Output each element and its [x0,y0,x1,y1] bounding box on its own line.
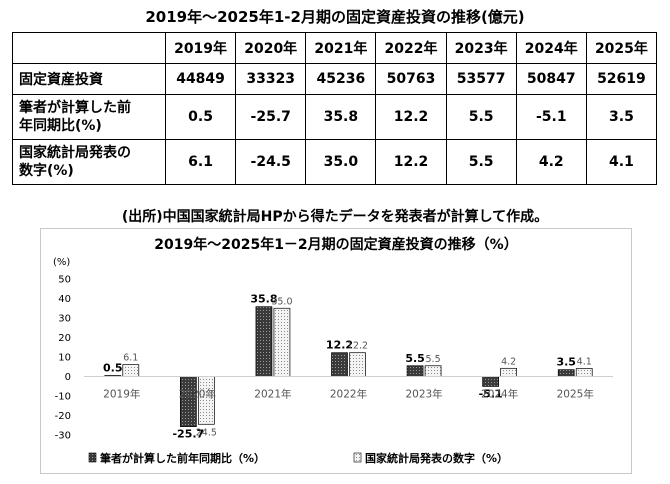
y-tick-label: -30 [55,431,71,442]
bar-author-yoy [557,369,575,377]
legend-label-nbs: 国家統計局発表の数字（%） [365,451,508,465]
table-cell: 53577 [445,63,517,95]
x-category-label: 2022年 [330,388,367,401]
table-cell: 12.2 [375,139,447,185]
table-corner-cell [12,32,166,64]
table-cell: 52619 [585,63,658,95]
table-cell: -25.7 [235,94,307,140]
bar-nbs-official [273,307,291,377]
bar-author-yoy [255,306,273,377]
y-tick-label: 30 [58,314,71,325]
data-label: 4.1 [577,357,592,368]
data-label: 5.5 [426,354,441,365]
year-header: 2025年 [585,32,658,64]
table-cell: 44849 [164,63,237,95]
data-label: 0.5 [103,362,123,375]
x-category-label: 2024年 [481,388,518,401]
table-header-row: 2019年 2020年 2021年 2022年 2023年 2024年 2025… [12,32,658,64]
y-tick-label: -20 [55,411,71,422]
year-header: 2022年 [375,32,447,64]
data-label: 35.0 [271,296,292,307]
table-row-investment: 固定資産投資 44849 33323 45236 50763 53577 508… [12,63,658,95]
x-category-label: 2025年 [557,388,594,401]
bar-nbs-official [500,367,517,377]
bar-author-yoy [331,352,348,377]
table-title: 2019年～2025年1-2月期の固定資産投資の推移(億元) [145,8,525,26]
table-cell: 35.0 [305,139,377,185]
table-cell: 5.5 [445,94,517,140]
chart-panel: 2019年～2025年1－2月期の固定資産投資の推移（%） (%) 50 40 30… [40,228,632,474]
year-header: 2020年 [235,32,307,64]
row-label: 固定資産投資 [12,63,166,95]
row-label-line: 数字(%) [19,163,74,179]
y-tick-label: 50 [58,275,71,286]
data-label: 3.5 [556,356,576,369]
bar-chart: 2019年～2025年1－2月期の固定資産投資の推移（%） (%) 50 40 30… [53,236,613,465]
bar-nbs-official [424,365,442,377]
table-cell: 45236 [305,63,377,95]
y-tick-label: 10 [58,353,71,364]
data-label: 12.2 [326,339,353,352]
bar-nbs-official [122,364,140,377]
table-cell: 12.2 [375,94,447,140]
bar-author-yoy [180,376,197,427]
data-label: -25.7 [172,428,204,441]
row-label-line: 年同期比(%) [19,118,102,134]
year-header: 2019年 [164,32,237,64]
row-label: 筆者が計算した前 年同期比(%) [12,94,166,140]
x-category-label: 2021年 [254,388,291,401]
chart-plot-area: 50 40 30 20 10 0 -10 -20 -30 0.56.1 2019年 -25.724.5… [55,275,613,442]
table-cell: 33323 [235,63,307,95]
year-header: 2024年 [515,32,587,64]
data-label: 5.5 [405,352,425,365]
table-cell: 35.8 [305,94,377,140]
table-row-author-yoy: 筆者が計算した前 年同期比(%) 0.5 -25.7 35.8 12.2 5.5 … [12,94,658,140]
table-cell: 50847 [515,63,587,95]
row-label-line: 筆者が計算した前 [19,100,131,116]
legend-swatch-nbs [353,452,362,463]
data-label: 12.2 [347,341,368,352]
y-tick-label: 20 [58,333,71,344]
year-header: 2021年 [305,32,377,64]
chart-title: 2019年～2025年1－2月期の固定資産投資の推移（%） [154,236,517,253]
table-cell: -5.1 [515,94,587,140]
x-category-label: 2023年 [405,388,442,401]
y-unit-label: (%) [53,257,70,268]
y-tick-label: 0 [65,372,71,383]
bar-author-yoy [482,376,499,387]
x-category-label: 2020年 [179,388,216,401]
year-header: 2023年 [445,32,517,64]
y-tick-label: 40 [58,294,71,305]
table-cell: 3.5 [585,94,658,140]
legend-swatch-author [88,452,97,463]
data-label: 4.2 [501,356,516,367]
table-cell: 5.5 [445,139,517,185]
table-cell: 50763 [375,63,447,95]
data-table: 2019年 2020年 2021年 2022年 2023年 2024年 2025… [12,32,658,185]
data-label: 6.1 [123,353,138,364]
legend: 筆者が計算した前年同期比（%） 国家統計局発表の数字（%） [88,451,508,465]
legend-label-author: 筆者が計算した前年同期比（%） [100,451,265,465]
table-cell: 6.1 [164,139,237,185]
source-note: (出所)中国国家統計局HPから得たデータを発表者が計算して作成。 [121,209,549,225]
row-label: 国家統計局発表の 数字(%) [12,139,166,185]
table-cell: 0.5 [164,94,237,140]
table-cell: -24.5 [235,139,307,185]
y-tick-label: -10 [55,392,71,403]
row-label-line: 国家統計局発表の [19,145,131,161]
x-category-label: 2019年 [103,388,140,401]
table-row-nbs-official: 国家統計局発表の 数字(%) 6.1 -24.5 35.0 12.2 5.5 4.… [12,139,658,185]
table-cell: 4.1 [585,139,658,185]
bar-author-yoy [406,365,424,377]
data-label: 35.8 [250,293,277,306]
table-cell: 4.2 [515,139,587,185]
data-label: -5.1 [479,387,503,400]
data-label: 24.5 [196,427,217,438]
bar-nbs-official [575,368,593,377]
bar-nbs-official [349,352,366,377]
